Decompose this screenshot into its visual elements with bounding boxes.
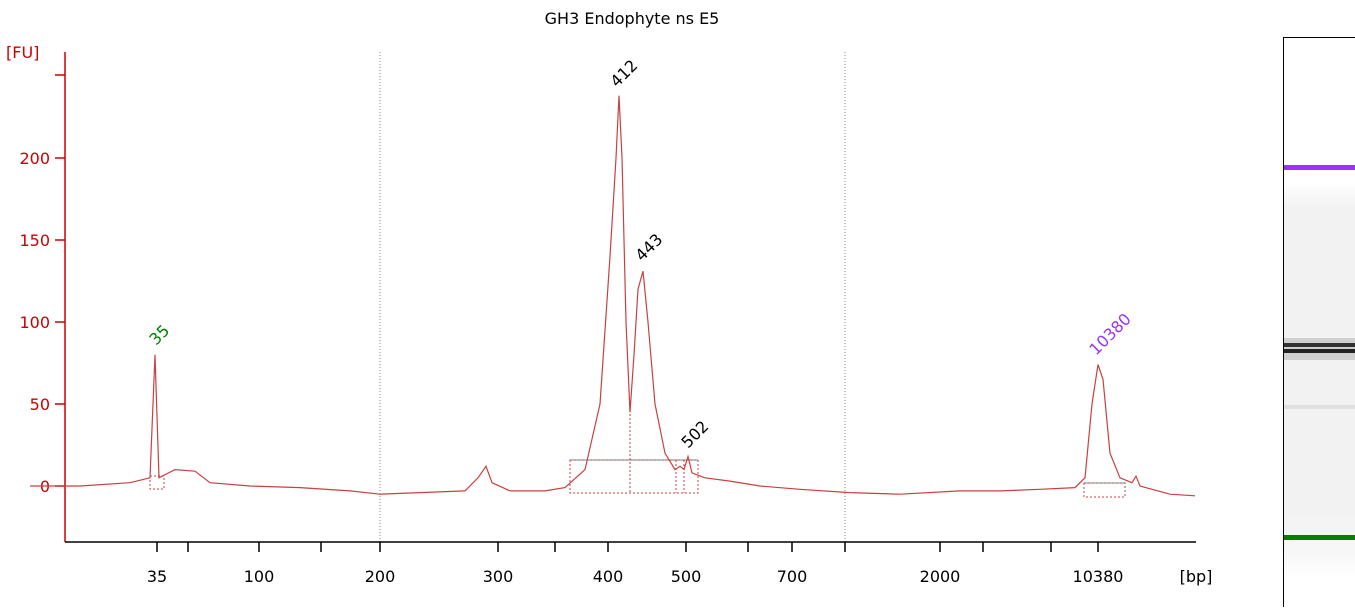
x-ticks: 35 100 200 300 400 500 700 2000 10380 (147, 542, 1124, 586)
y-tick-label-50: 50 (30, 395, 50, 414)
x-tick-label-200: 200 (365, 567, 396, 586)
region-box-upper (1083, 482, 1126, 498)
x-axis-label: [bp] (1180, 567, 1213, 586)
x-tick-label-2000: 2000 (920, 567, 961, 586)
x-tick-label-500: 500 (671, 567, 702, 586)
y-tick-label-100: 100 (19, 313, 50, 332)
electropherogram-chart: GH3 Endophyte ns E5 [FU] [bp] 0501001502… (6, 9, 1213, 586)
y-tick-label-200: 200 (19, 149, 50, 168)
peak-label-10380: 10380 (1085, 309, 1134, 358)
axes (64, 52, 1196, 543)
gel-band-faint (1284, 405, 1355, 409)
region-box-main (569, 459, 699, 494)
gel-lane-panel (1283, 37, 1355, 607)
region-box-lower (149, 475, 165, 490)
y-tick-label-150: 150 (19, 231, 50, 250)
x-tick-label-700: 700 (777, 567, 808, 586)
grid-lines (379, 52, 846, 542)
x-tick-label-100: 100 (244, 567, 275, 586)
gel-band-lower-marker (1284, 535, 1355, 540)
gel-band-main-2 (1284, 349, 1355, 353)
peak-label-35: 35 (145, 321, 173, 349)
peak-label-412: 412 (606, 56, 641, 91)
x-tick-label-300: 300 (483, 567, 514, 586)
peak-labels: 35 412 443 502 10380 (145, 56, 1134, 452)
x-tick-label-400: 400 (593, 567, 624, 586)
region-markers (149, 410, 1126, 498)
gel-band-upper-marker (1284, 165, 1355, 170)
y-axis-label: [FU] (6, 43, 39, 62)
x-tick-label-10380: 10380 (1073, 567, 1124, 586)
gel-band-main-1 (1284, 343, 1355, 347)
chart-title: GH3 Endophyte ns E5 (545, 9, 720, 28)
x-tick-label-35: 35 (147, 567, 167, 586)
peak-label-502: 502 (677, 417, 712, 452)
gel-lane (1284, 128, 1355, 578)
electropherogram-trace (30, 95, 1196, 497)
peak-label-443: 443 (631, 230, 666, 265)
